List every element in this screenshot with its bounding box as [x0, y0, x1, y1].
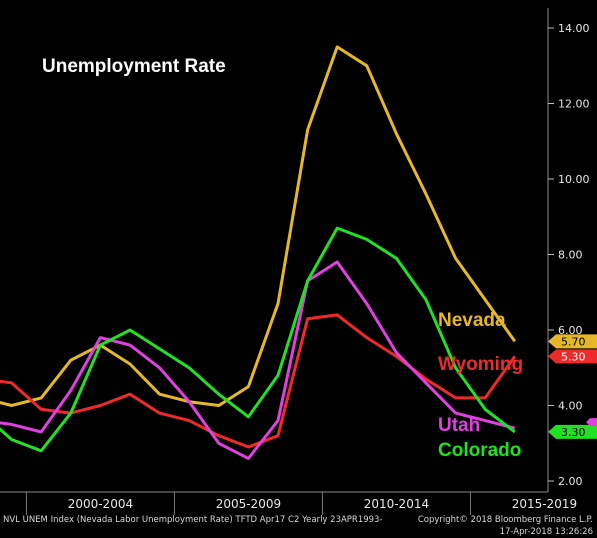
y-axis-ticks: 2.00 4.00 6.00 8.00 10.00 12.00 14.00 — [548, 22, 590, 488]
x-category-label: 2015-2019 — [512, 497, 577, 511]
series-label-wyoming: Wyoming — [438, 354, 523, 375]
y-tick-label: 12.00 — [558, 98, 590, 111]
footer-timestamp: 17-Apr-2018 13:26:26 — [499, 527, 593, 537]
x-category-label: 2000-2004 — [68, 497, 133, 511]
last-value-badges: 5.70 5.30 3.30 — [548, 334, 597, 439]
last-value-badge-colorado: 3.30 — [548, 424, 597, 439]
axes — [0, 8, 549, 493]
series-lines — [0, 45, 517, 460]
series-label-colorado: Colorado — [438, 440, 521, 461]
badge-value: 5.70 — [561, 335, 586, 348]
x-category-label: 2010-2014 — [364, 497, 429, 511]
footer-copyright: Copyright© 2018 Bloomberg Finance L.P. — [417, 515, 593, 525]
series-line-utah — [0, 260, 516, 460]
period-dividers — [25, 492, 471, 515]
utah-axis-marker — [586, 418, 597, 427]
badge-shape — [548, 334, 597, 349]
x-category-label: 2005-2009 — [216, 497, 281, 511]
y-tick-label: 4.00 — [558, 400, 583, 413]
last-value-badge-nevada: 5.70 — [548, 334, 597, 349]
y-tick-label: 2.00 — [558, 475, 583, 488]
footer-source: NVL UNEM Index (Nevada Labor Unemploymen… — [3, 515, 383, 525]
series-line-colorado — [0, 226, 516, 453]
badge-shape — [548, 349, 597, 364]
series-label-nevada: Nevada — [438, 310, 506, 331]
y-tick-label: 10.00 — [558, 173, 590, 186]
y-tick-label: 8.00 — [558, 249, 583, 262]
x-axis-categories: 2000-2004 2005-2009 2010-2014 2015-2019 — [68, 497, 577, 511]
last-value-badge-wyoming: 5.30 — [548, 349, 597, 364]
badge-value: 3.30 — [561, 426, 586, 439]
y-tick-label: 6.00 — [558, 324, 583, 337]
y-tick-label: 14.00 — [558, 22, 590, 35]
badge-shape — [548, 424, 597, 439]
badge-value: 5.30 — [561, 350, 586, 363]
chart-title: Unemployment Rate — [42, 56, 226, 77]
series-line-nevada — [0, 45, 517, 407]
series-label-utah: Utah — [438, 415, 480, 436]
